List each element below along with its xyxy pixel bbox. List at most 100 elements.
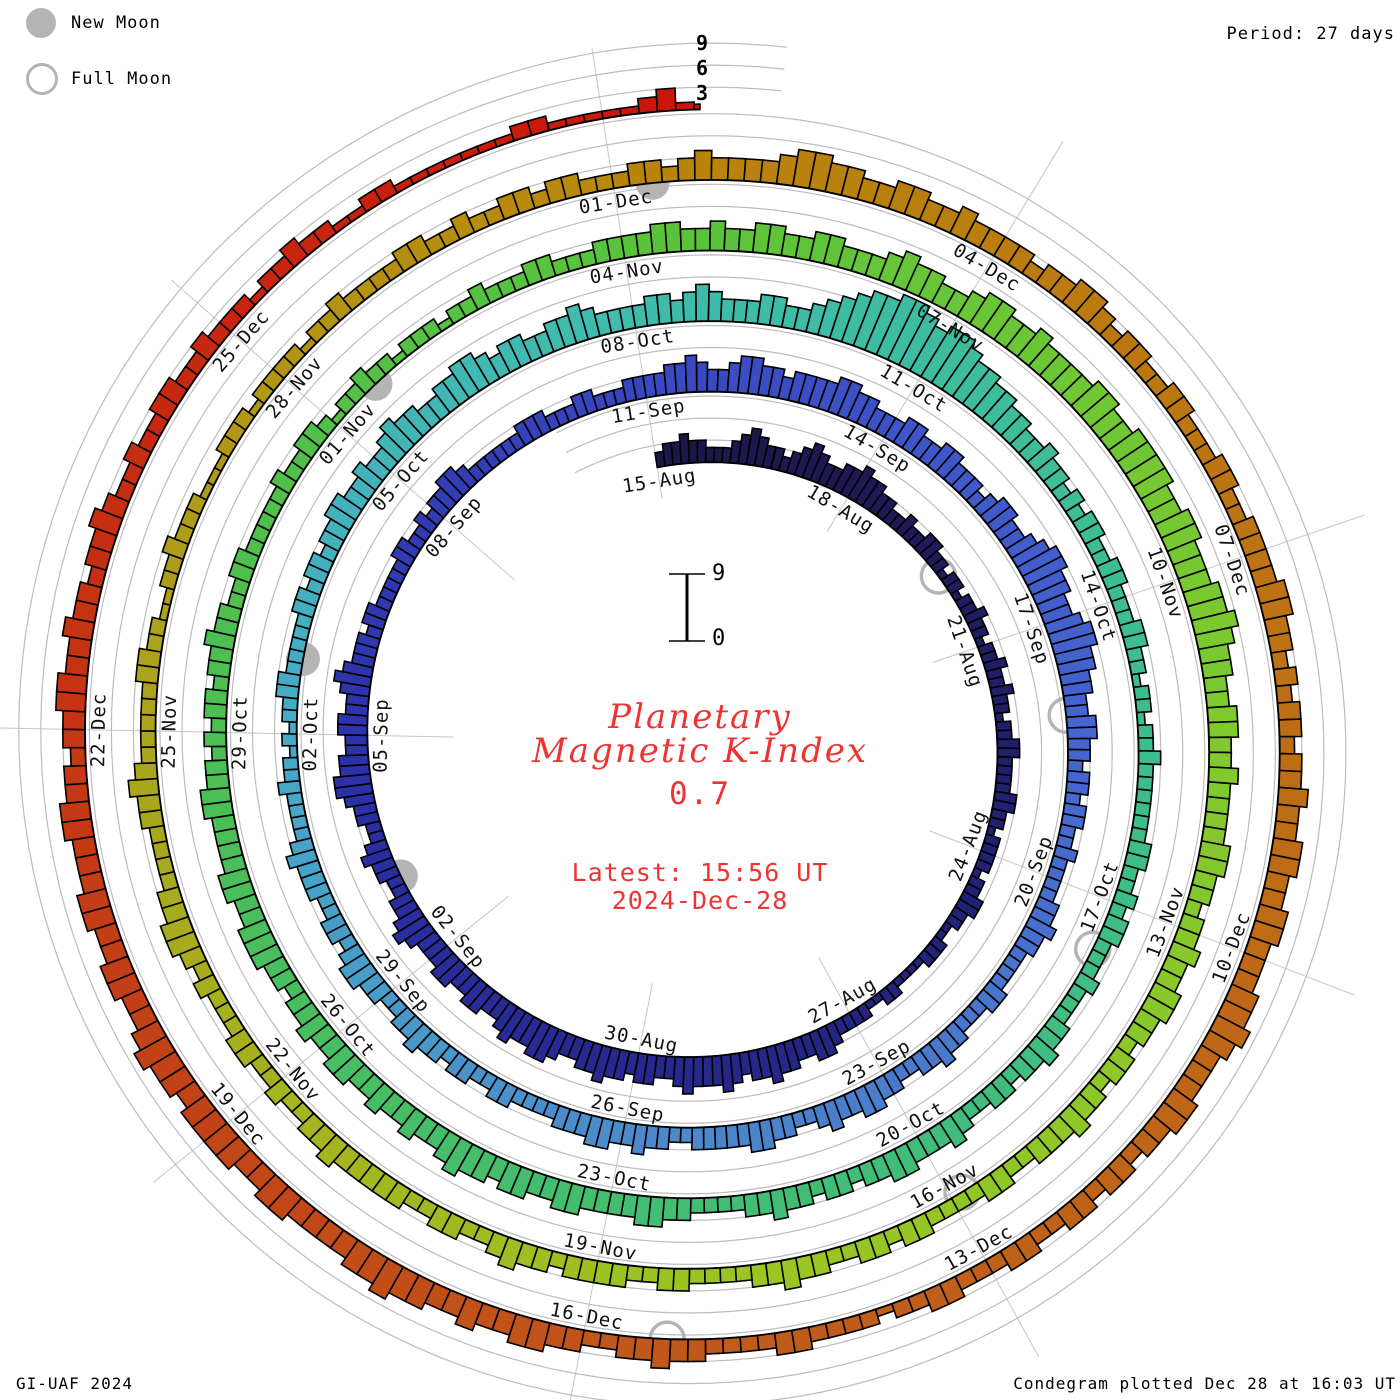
k-bar (253, 1173, 290, 1210)
k-bar (702, 1126, 717, 1151)
k-bar (62, 764, 88, 786)
k-bar (767, 366, 786, 399)
k-bar (1190, 609, 1240, 636)
k-bar (976, 1172, 1004, 1203)
k-bar (720, 1053, 735, 1094)
k-bar (989, 683, 1015, 698)
k-bar (157, 376, 189, 407)
k-bar (396, 1107, 428, 1141)
k-bar (687, 439, 699, 464)
k-bar (87, 506, 124, 537)
k-bar (742, 1192, 761, 1218)
k-bar (159, 915, 195, 943)
k-bar (723, 227, 742, 252)
k-bar (1259, 595, 1295, 622)
k-bar (454, 1295, 485, 1332)
latest-date-label: 2024-Dec-28 (611, 886, 789, 915)
k-bar (766, 223, 788, 257)
k-bar (564, 302, 590, 345)
k-bar (495, 1160, 523, 1195)
k-bar (974, 988, 1001, 1014)
k-bar (1016, 327, 1055, 367)
k-bar (61, 616, 96, 642)
k-bar (703, 1196, 719, 1214)
k-bar (1078, 521, 1107, 546)
k-bar (1031, 579, 1072, 606)
k-bar (338, 952, 372, 981)
k-bar (632, 1336, 655, 1362)
k-bar (874, 496, 898, 522)
k-bar (590, 1044, 613, 1084)
k-bar (236, 918, 272, 945)
radial-tick-9: 9 (695, 31, 709, 55)
k-bar (315, 414, 339, 437)
k-bar (679, 1126, 694, 1144)
k-bar (773, 1329, 797, 1357)
k-bar (894, 513, 919, 538)
k-bar (432, 1129, 463, 1164)
k-bar (610, 170, 631, 190)
k-bar (713, 1125, 729, 1150)
k-bar (954, 897, 980, 920)
k-bar (1008, 1054, 1037, 1082)
k-bar (1272, 666, 1299, 688)
k-bar (719, 1266, 738, 1284)
k-bar (493, 132, 515, 148)
k-bar (351, 460, 384, 492)
ring-date-label: 15-Aug (621, 464, 698, 497)
k-bar (473, 351, 501, 386)
k-bar (1166, 940, 1202, 969)
k-bar (673, 362, 688, 395)
k-bar (281, 732, 298, 747)
k-bar (1202, 674, 1229, 694)
k-bar (349, 366, 377, 395)
k-bar (614, 1334, 637, 1360)
k-bar (1128, 658, 1148, 676)
k-bar (692, 1056, 704, 1088)
k-bar (132, 1035, 177, 1072)
k-bar (1122, 631, 1149, 651)
k-bar (812, 1102, 832, 1130)
k-bar (329, 492, 364, 522)
k-bar (940, 345, 984, 398)
k-bar (962, 605, 989, 625)
k-bar (1165, 395, 1196, 424)
k-bar (363, 838, 390, 857)
k-bar (973, 857, 993, 875)
k-bar (626, 160, 647, 187)
k-bar (444, 1051, 470, 1079)
k-bar (729, 1194, 747, 1212)
k-bar (203, 731, 228, 748)
credit-label: GI-UAF 2024 (16, 1374, 133, 1393)
k-bar (1057, 487, 1086, 513)
k-bar (136, 647, 162, 669)
k-bar (749, 1262, 770, 1289)
k-bar (822, 1098, 846, 1133)
k-bar (373, 178, 399, 204)
k-bar (1094, 1165, 1125, 1197)
k-bar (1249, 919, 1285, 948)
k-bar (55, 672, 89, 695)
k-bar (179, 1094, 217, 1129)
k-bar (378, 417, 416, 455)
k-bar (199, 786, 233, 806)
k-bar (281, 756, 300, 771)
k-bar (391, 914, 431, 946)
k-bar (945, 578, 965, 596)
k-bar (278, 236, 309, 269)
k-bar (801, 441, 826, 482)
k-bar (491, 1001, 519, 1033)
k-bar (412, 510, 439, 535)
k-bar (549, 1178, 574, 1213)
k-bar (1006, 244, 1036, 275)
k-bar (1208, 1014, 1252, 1050)
k-bar (573, 1038, 595, 1072)
k-bar (441, 465, 472, 497)
k-bar (1052, 844, 1079, 864)
chart-title-line1: Planetary (608, 697, 792, 737)
k-bar (454, 463, 479, 490)
k-bar (694, 227, 712, 252)
k-bar (986, 505, 1019, 534)
k-bar (322, 1043, 357, 1076)
k-bar (561, 1253, 584, 1281)
